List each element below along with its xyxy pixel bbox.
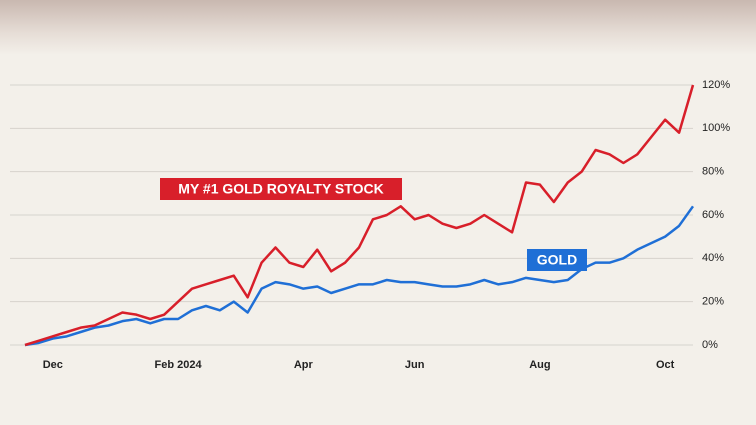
legend-label: GOLD (537, 252, 577, 268)
series-line (24, 84, 695, 347)
x-tick-label: Oct (656, 359, 675, 371)
y-tick-label: 20% (702, 296, 724, 308)
x-tick-label: Apr (294, 359, 314, 371)
x-tick-label: Aug (529, 359, 550, 371)
y-tick-label: 60% (702, 209, 724, 221)
y-tick-label: 100% (702, 122, 730, 134)
flag-banner (0, 0, 756, 55)
y-tick-label: 0% (702, 339, 718, 351)
legend-box (160, 178, 402, 200)
x-tick-label: Feb 2024 (155, 359, 203, 371)
x-tick-label: Dec (43, 359, 63, 371)
legend-label: MY #1 GOLD ROYALTY STOCK (178, 181, 383, 197)
x-tick-label: Jun (405, 359, 425, 371)
legend-box (527, 249, 587, 271)
y-tick-label: 120% (702, 79, 730, 91)
y-tick-label: 80% (702, 166, 724, 178)
y-tick-label: 40% (702, 252, 724, 264)
